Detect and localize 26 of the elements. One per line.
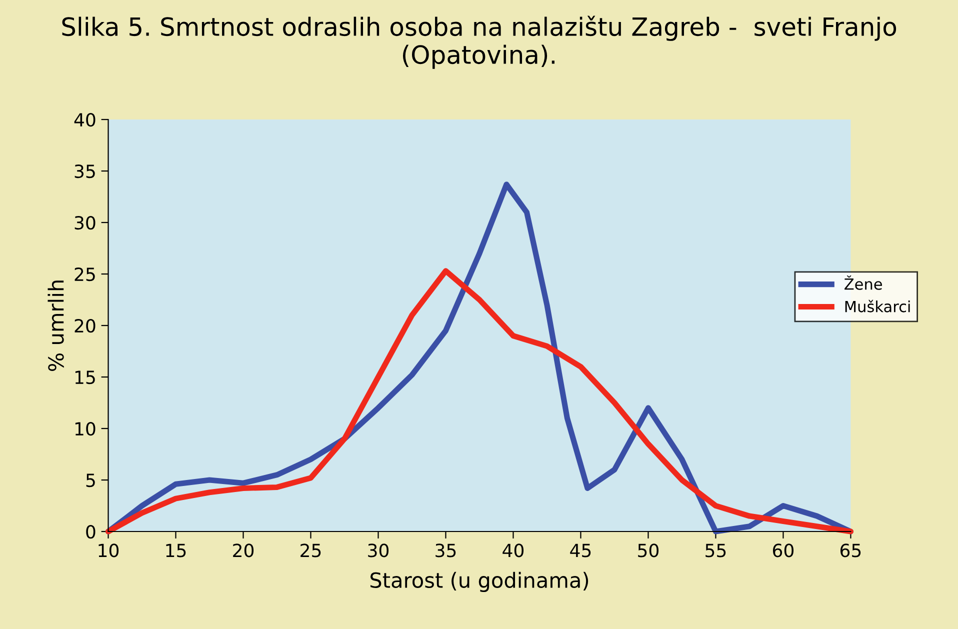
y-tick-label: 40 bbox=[74, 112, 96, 127]
x-tick-label: 35 bbox=[436, 544, 456, 558]
x-tick-label: 15 bbox=[166, 544, 186, 558]
x-tick-label: 60 bbox=[772, 544, 794, 558]
legend-label: Muškarci bbox=[845, 300, 910, 312]
chart-title: Slika 5. Smrtnost odraslih osoba na nalazištu Zagreb - sveti Franjo (Opatovina). bbox=[62, 16, 896, 69]
x-tick-label: 25 bbox=[300, 544, 321, 558]
y-tick-label: 10 bbox=[75, 422, 96, 436]
x-tick-label: 55 bbox=[706, 544, 726, 558]
y-axis-title: % umrlih bbox=[48, 280, 64, 371]
x-axis-title: Starost (u godinama) bbox=[370, 572, 588, 592]
y-tick-label: 30 bbox=[74, 216, 96, 230]
x-tick-label: 30 bbox=[368, 544, 389, 558]
y-tick-label: 25 bbox=[74, 267, 95, 282]
x-tick-label: 65 bbox=[840, 544, 861, 558]
y-tick-label: 5 bbox=[86, 474, 95, 488]
y-tick-label: 20 bbox=[74, 318, 96, 333]
legend-label: Žene bbox=[844, 276, 882, 290]
y-tick-label: 0 bbox=[86, 524, 96, 539]
y-tick-label: 35 bbox=[74, 164, 95, 178]
x-tick-label: 40 bbox=[502, 544, 524, 558]
y-tick-label: 15 bbox=[75, 370, 95, 384]
x-tick-label: 50 bbox=[638, 544, 659, 558]
x-tick-label: 20 bbox=[233, 544, 254, 558]
x-tick-label: 10 bbox=[98, 544, 119, 558]
x-tick-label: 45 bbox=[570, 544, 591, 558]
